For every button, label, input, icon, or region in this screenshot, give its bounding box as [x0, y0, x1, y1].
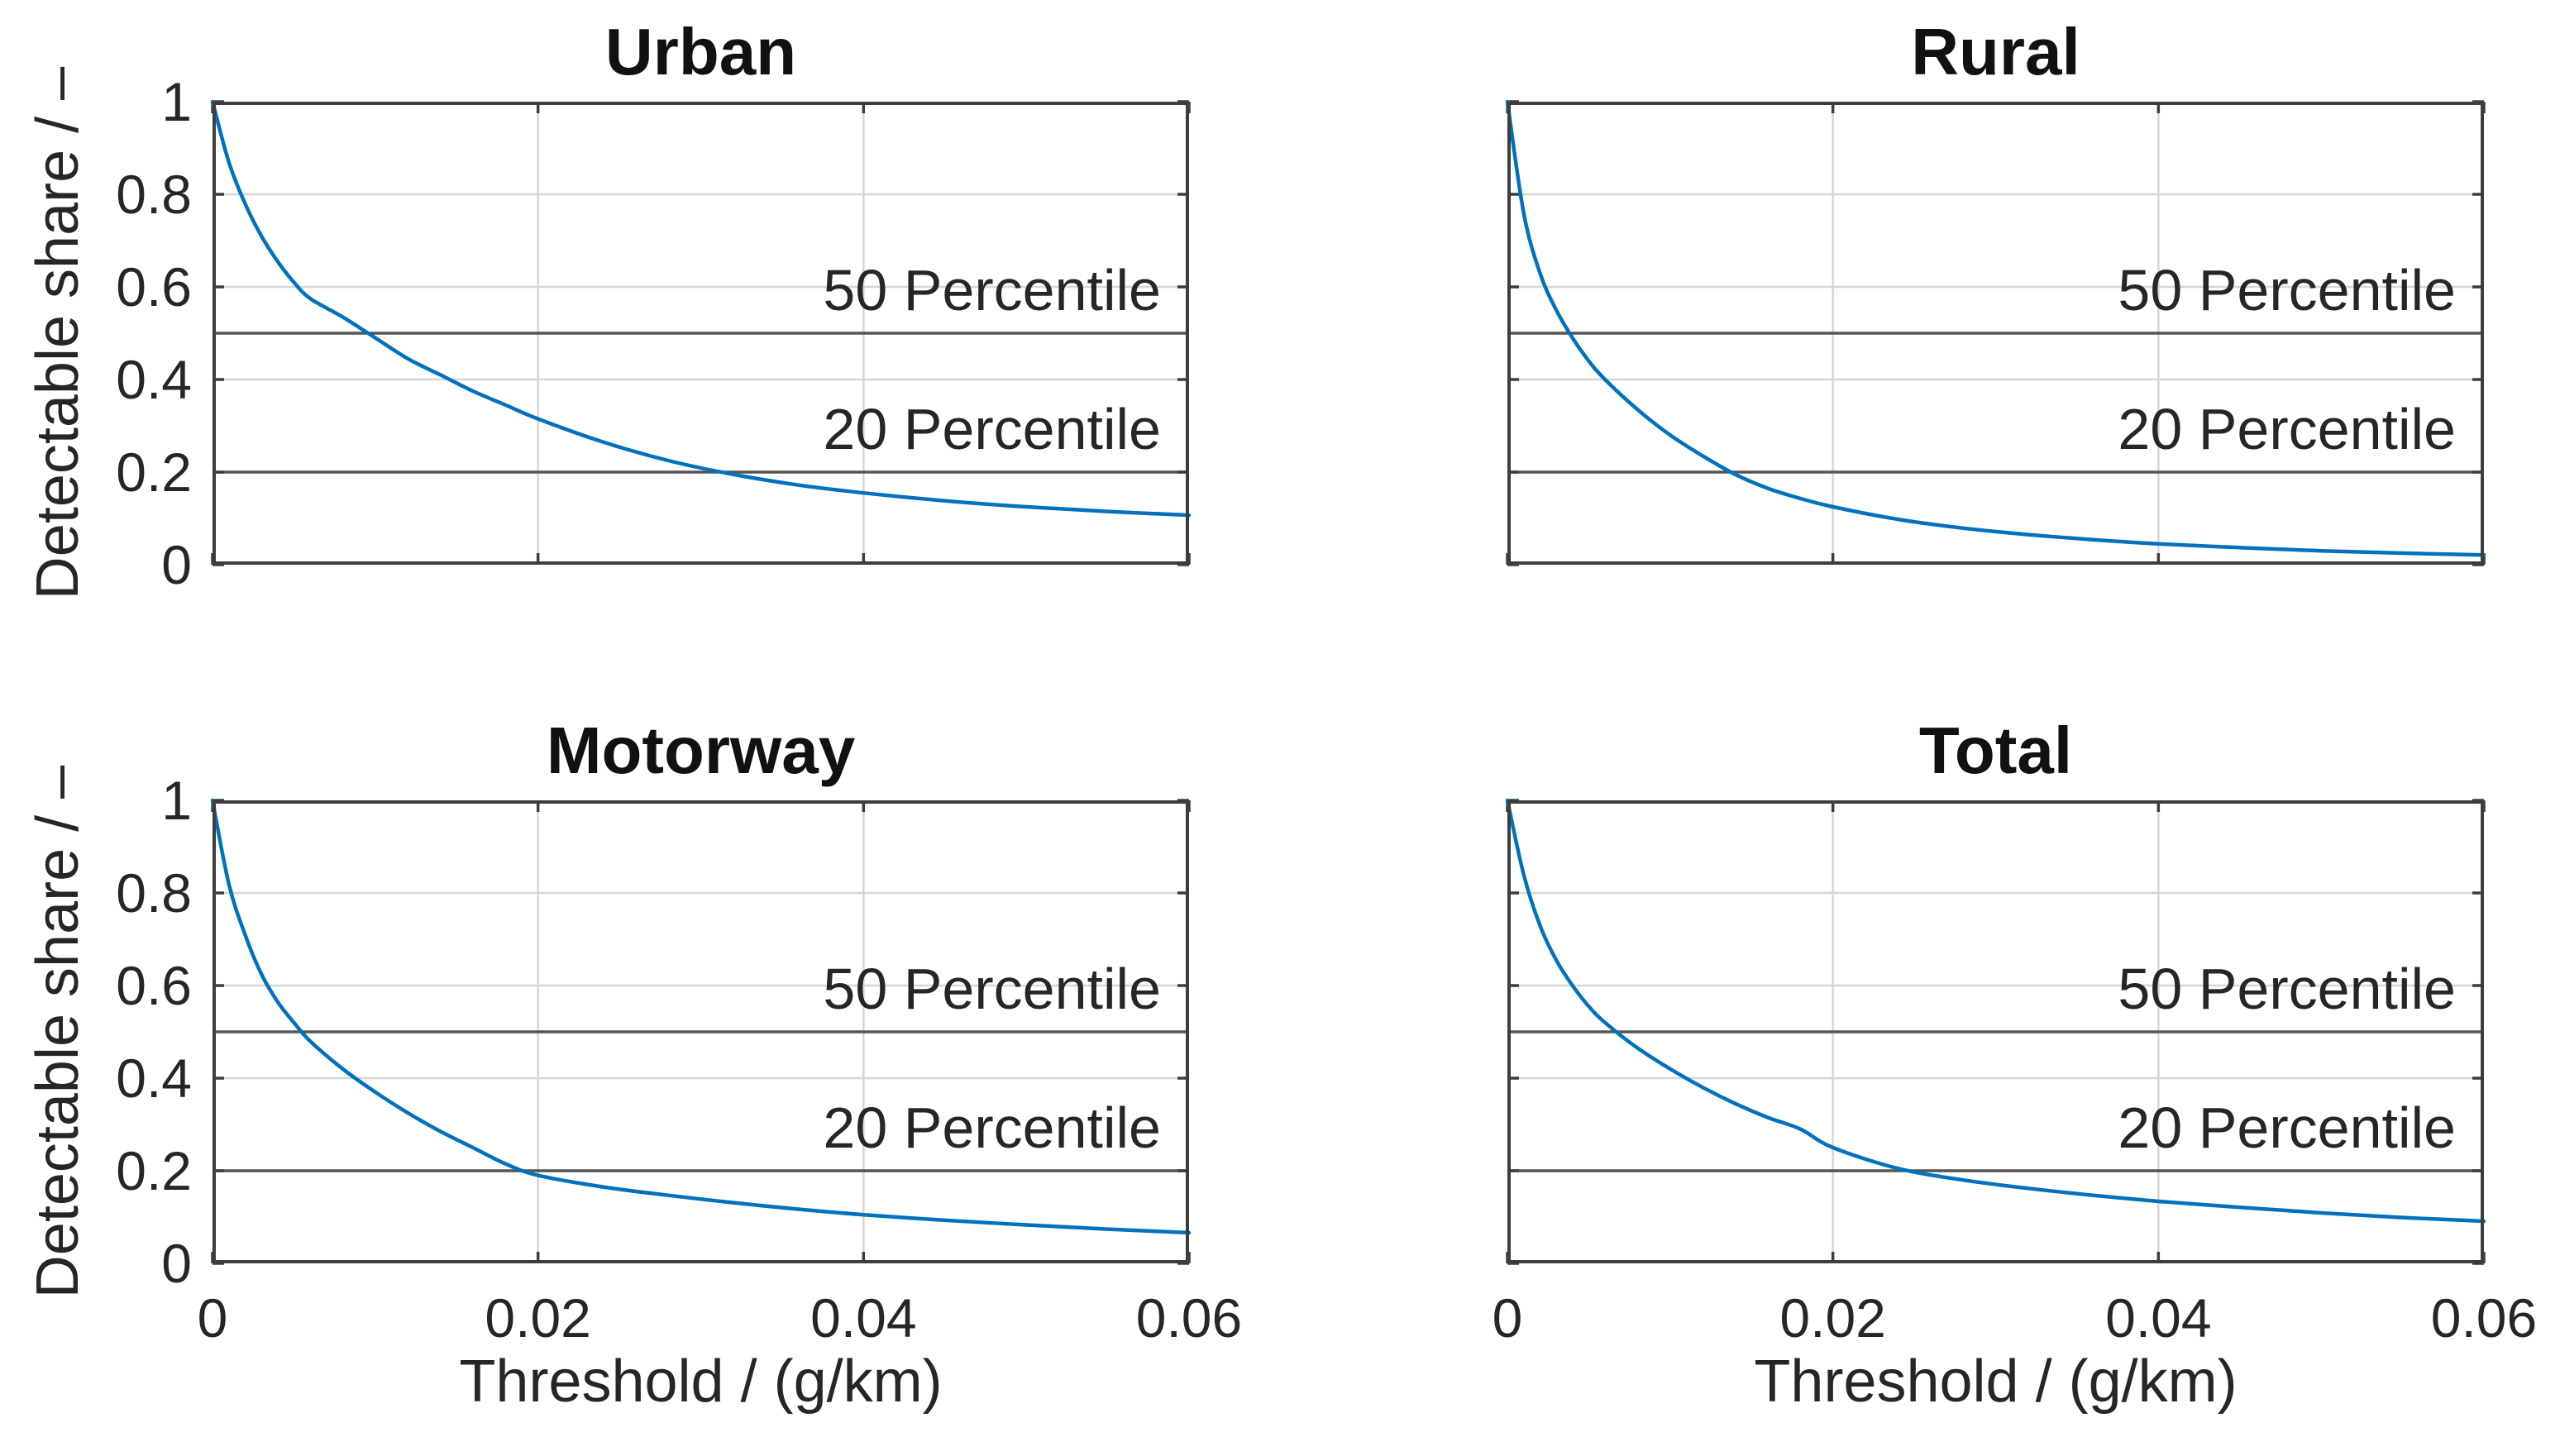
x-axis-label: Threshold / (g/km): [459, 1349, 943, 1415]
x-tick-label: 0.06: [1135, 1287, 1243, 1349]
y-tick-label: 0.2: [116, 442, 192, 503]
y-tick-label: 0.8: [116, 164, 192, 225]
subplot-total: Total 50 Percentile 20 Percentile 0 0.02 0…: [1493, 714, 2538, 1415]
y-tick-label: 0: [161, 534, 192, 595]
subplot-title-motorway: Motorway: [546, 714, 856, 787]
y-tick-label: 0.8: [116, 862, 192, 924]
subplot-title-total: Total: [1918, 714, 2073, 787]
annotation-50-percentile: 50 Percentile: [2118, 258, 2456, 322]
axes-box: [213, 800, 1189, 1263]
axes-box: [1507, 800, 2484, 1263]
subplot-title-rural: Rural: [1911, 15, 2080, 88]
axes-box: [213, 102, 1189, 565]
plot-area-motorway: [210, 798, 1192, 1265]
x-tick-label: 0.04: [810, 1287, 917, 1349]
annotation-50-percentile: 50 Percentile: [823, 258, 1161, 322]
y-tick-labels: 0 0.2 0.4 0.6 0.8 1: [31, 771, 192, 1293]
plot-area-total: [1505, 798, 2486, 1265]
y-tick-label: 1: [161, 71, 192, 132]
x-tick-label: 0.02: [1779, 1287, 1886, 1349]
x-tick-label: 0.02: [485, 1287, 591, 1349]
x-tick-labels: 0 0.02 0.04 0.06: [198, 1263, 1243, 1363]
subplot-title-urban: Urban: [604, 15, 797, 88]
annotation-20-percentile: 20 Percentile: [2118, 1096, 2456, 1160]
data-curve: [210, 99, 1192, 518]
y-tick-label: 0.4: [116, 1048, 192, 1109]
y-tick-label: 0.6: [116, 256, 192, 317]
y-tick-label: 0.4: [116, 349, 192, 410]
annotation-20-percentile: 20 Percentile: [2118, 397, 2456, 461]
y-tick-labels: 0 0.2 0.4 0.6 0.8 1: [31, 72, 192, 594]
x-tick-label: 0.04: [2105, 1287, 2212, 1349]
y-tick-label: 0.6: [116, 955, 192, 1016]
data-curve: [210, 798, 1192, 1235]
x-tick-label: 0: [197, 1287, 228, 1349]
annotation-50-percentile: 50 Percentile: [823, 957, 1161, 1021]
axes-box: [1507, 102, 2484, 565]
subplot-urban: Urban Detectable share / – 0 0.2 0.4 0.6 0.8…: [25, 15, 1192, 599]
subplot-rural: Rural 50 Percentile 20 Percentile: [1505, 15, 2486, 566]
annotation-20-percentile: 20 Percentile: [823, 397, 1161, 461]
subplot-motorway: Motorway Detectable share / – 0 0.2 0.4 0.6…: [25, 714, 1242, 1415]
y-tick-label: 1: [161, 770, 192, 831]
data-curve: [1505, 798, 2486, 1224]
annotation-20-percentile: 20 Percentile: [823, 1096, 1161, 1160]
plot-area-rural: [1505, 99, 2486, 566]
y-tick-label: 0: [161, 1233, 192, 1294]
x-tick-label: 0.06: [2430, 1287, 2538, 1349]
x-axis-label: Threshold / (g/km): [1754, 1349, 2238, 1415]
annotation-50-percentile: 50 Percentile: [2118, 957, 2456, 1021]
y-tick-label: 0.2: [116, 1140, 192, 1201]
x-tick-labels: 0 0.02 0.04 0.06: [1493, 1263, 2538, 1363]
plot-area-urban: [210, 99, 1192, 566]
x-tick-label: 0: [1492, 1287, 1523, 1349]
data-curve: [1505, 99, 2486, 557]
